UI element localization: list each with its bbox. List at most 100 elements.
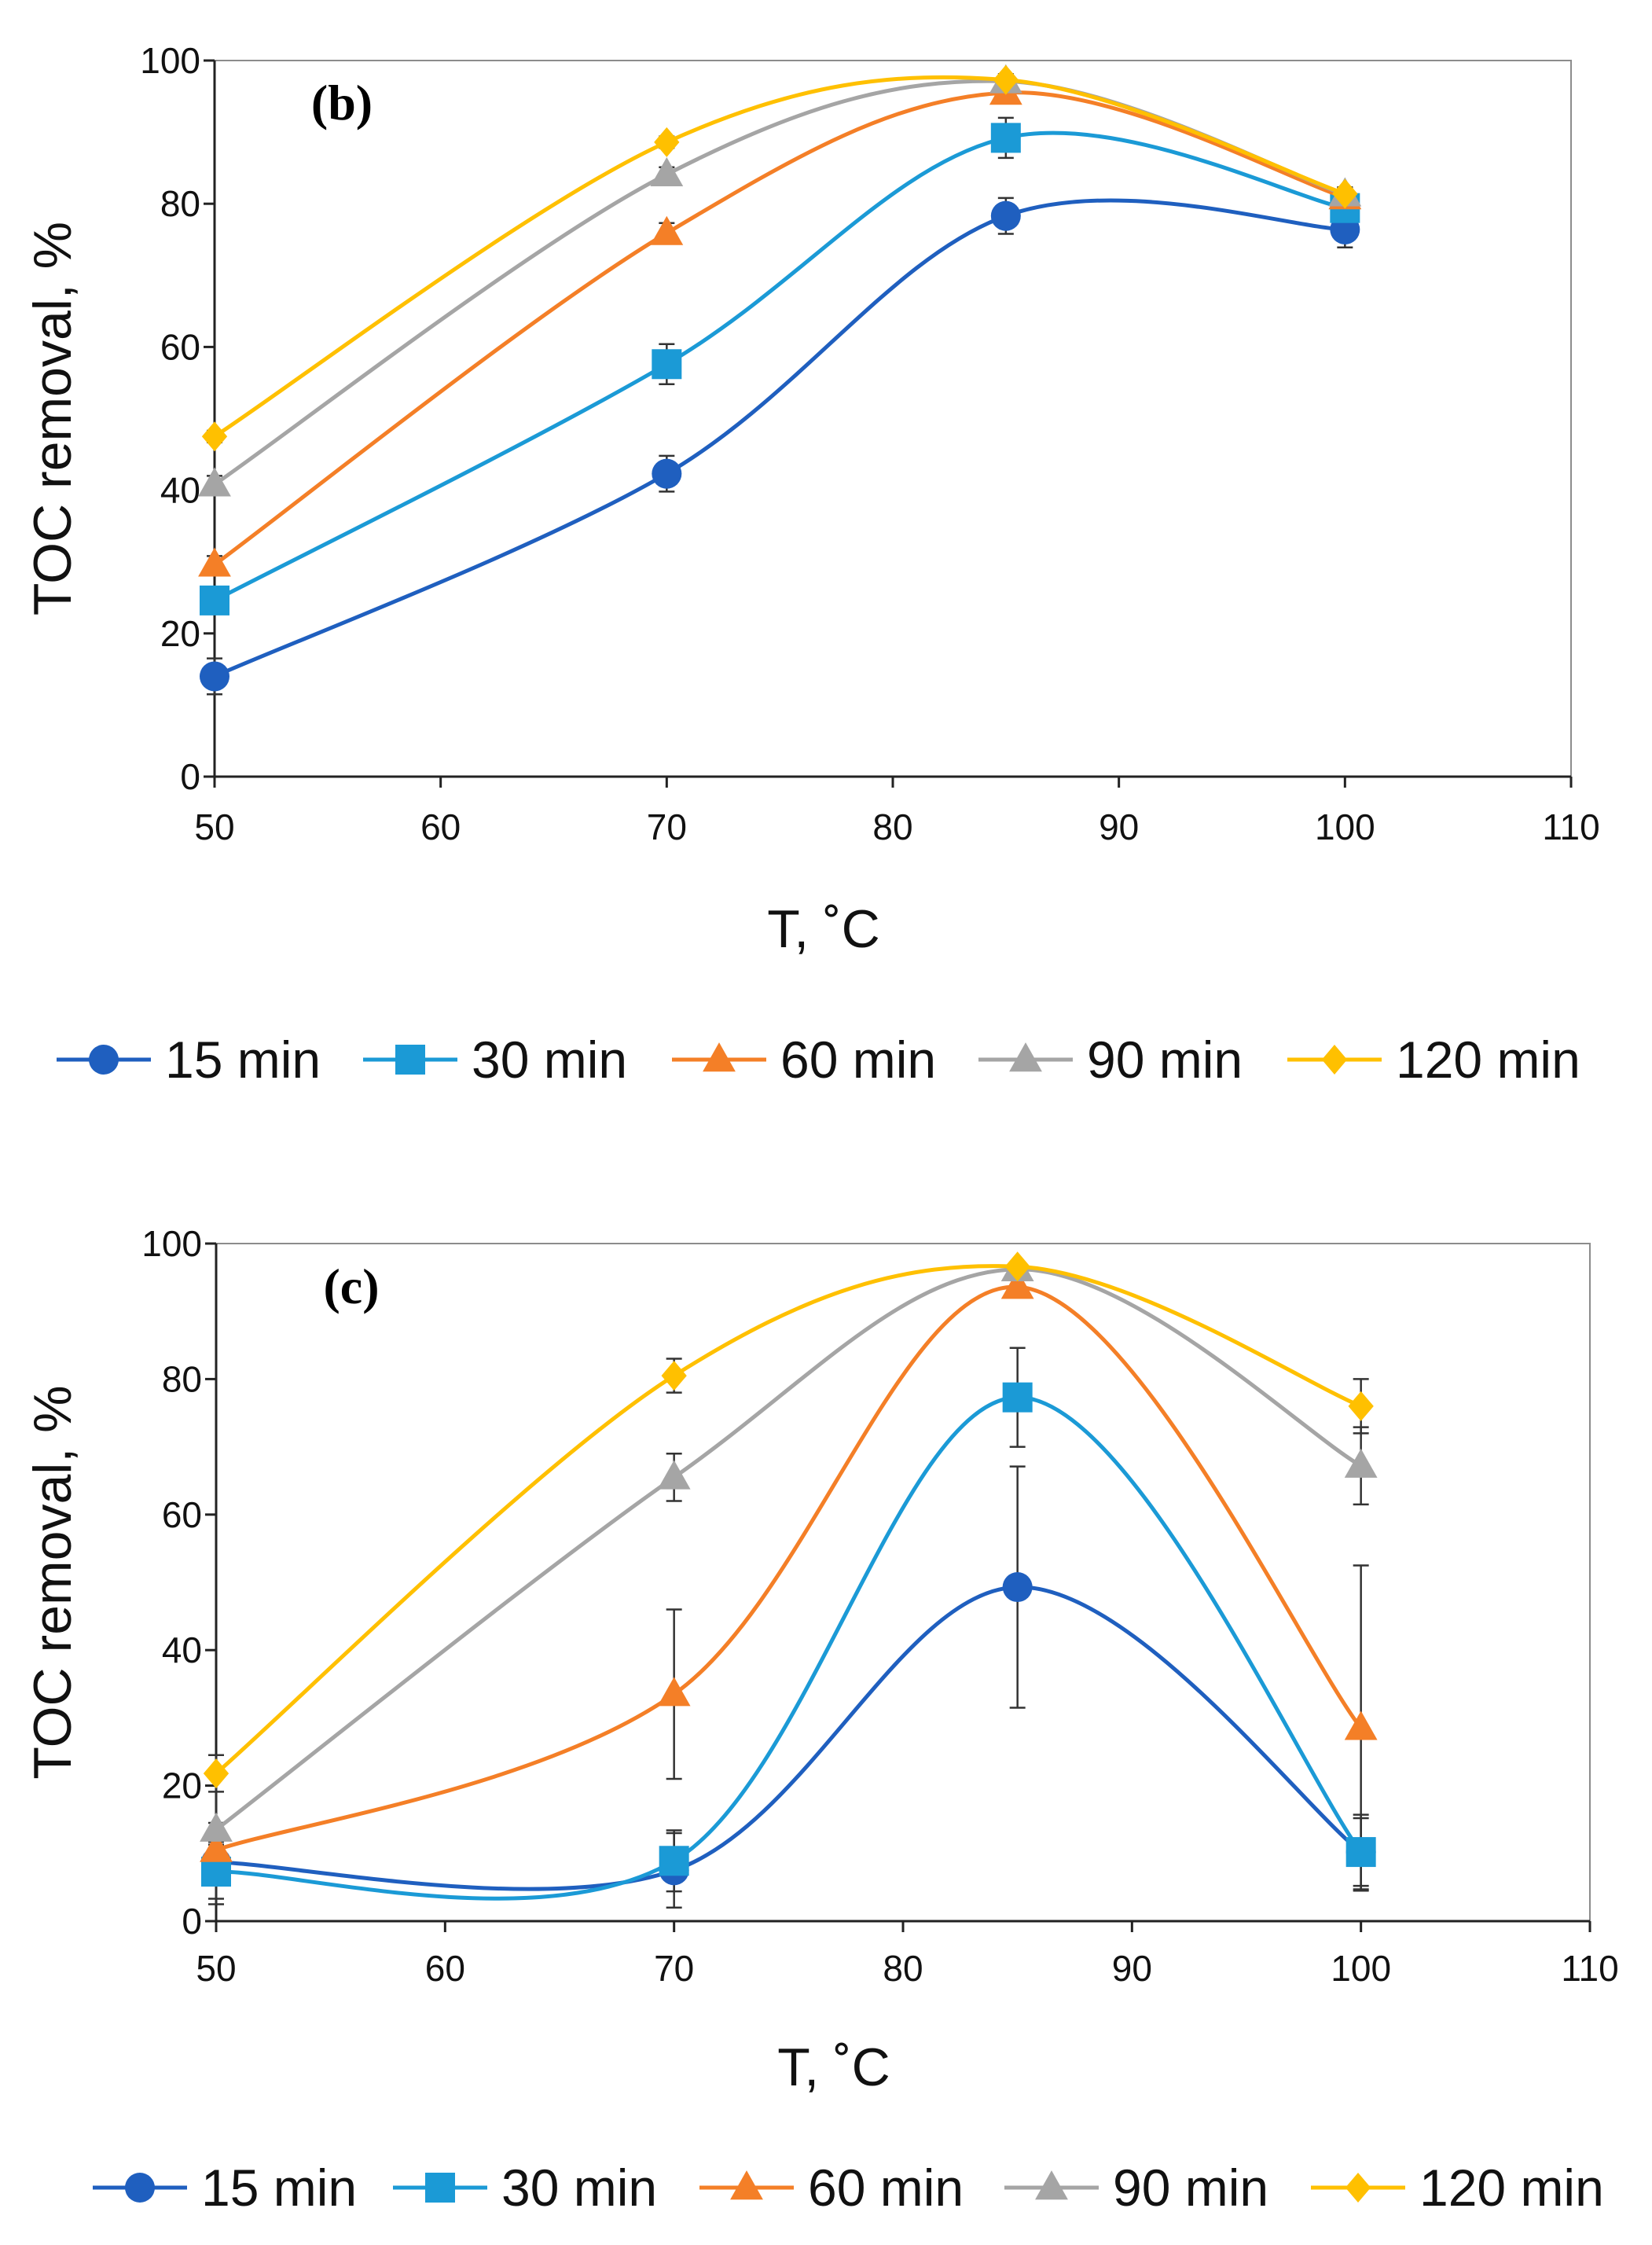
legend-item: 15 min [57,1031,321,1089]
data-point-square [659,1846,689,1876]
legend-marker-circle [125,2173,155,2203]
legend-label: 30 min [501,2159,657,2217]
error-bars-60-min [207,84,1353,575]
x-tick-label: 90 [1112,1948,1152,1989]
data-point-diamond [201,421,228,452]
x-axis-title: T, ˚C [767,899,880,959]
legend-marker-diamond [1321,1045,1348,1075]
x-axis-title: T, ˚C [777,2037,890,2097]
data-point-diamond [1332,178,1358,209]
data-point-diamond [661,1361,687,1391]
legend-label: 90 min [1113,2159,1268,2217]
legend-marker-triangle [1035,2170,1068,2200]
x-tick-label: 90 [1099,807,1139,847]
series-90-min [200,1251,1378,1842]
y-tick-label: 80 [160,183,200,224]
x-tick-label: 60 [420,807,461,847]
legend-0: 15 min 30 min 60 min 90 min 120 min [57,1031,1580,1089]
legend-item: 60 min [699,2159,964,2217]
series-line [215,1585,1363,1891]
legend-item: 30 min [393,2159,657,2217]
y-tick-label: 20 [162,1766,202,1806]
legend-marker-diamond [1345,2173,1371,2203]
y-tick-label: 40 [162,1630,202,1670]
series-line [215,1284,1363,1852]
chart-panel-0: 0 20 40 60 80 100 50 60 70 80 90 100 110 T, ˚C TOC rem… [23,40,1600,959]
data-point-triangle [1344,1448,1378,1478]
y-tick-label: 80 [162,1358,202,1399]
series-30-min [201,1382,1376,1901]
panel-label: (c) [323,1258,379,1314]
data-point-square [1002,1382,1033,1413]
data-point-diamond [654,127,680,157]
data-point-triangle [650,156,684,187]
series-line [215,1267,1362,1832]
data-point-triangle [200,1812,233,1842]
legend-marker-circle [89,1045,119,1075]
x-tick-label: 100 [1331,1948,1391,1989]
data-point-diamond [203,1758,229,1789]
y-tick-label: 0 [180,756,200,797]
data-point-triangle [657,1677,691,1707]
series-line [215,1264,1362,1775]
error-bars-15-min [207,197,1353,696]
series-60-min [200,1269,1378,1862]
legend-marker-triangle [703,1042,736,1072]
x-tick-label: 60 [425,1948,465,1989]
legend-marker-square [425,2173,455,2203]
data-point-square [652,349,682,380]
x-tick-label: 110 [1542,807,1599,847]
y-tick-label: 60 [160,326,200,367]
data-point-triangle [198,547,231,577]
x-tick-label: 110 [1561,1948,1618,1989]
legend-label: 120 min [1419,2159,1604,2217]
series-120-min [201,64,1358,452]
y-tick-label: 60 [162,1494,202,1535]
series-line [215,1395,1363,1901]
series-120-min [203,1251,1374,1789]
data-point-diamond [993,64,1019,95]
legend-1: 15 min 30 min 60 min 90 min 120 min [93,2159,1604,2217]
y-tick-label: 0 [182,1901,202,1942]
y-axis-title: TOC removal, % [23,222,83,615]
y-axis-title: TOC removal, % [23,1385,83,1779]
data-point-square [1345,1837,1376,1868]
y-tick-label: 40 [160,470,200,511]
x-tick-label: 70 [647,807,687,847]
legend-item: 90 min [1004,2159,1268,2217]
x-tick-label: 80 [872,807,912,847]
data-point-circle [652,458,682,489]
data-point-triangle [200,1832,233,1862]
legend-item: 90 min [978,1031,1243,1089]
x-tick-label: 100 [1315,807,1375,847]
data-point-circle [1002,1572,1033,1603]
data-point-circle [200,661,229,692]
legend-label: 15 min [201,2159,357,2217]
y-tick-label: 100 [141,1223,202,1264]
legend-item: 120 min [1287,1031,1580,1089]
chart-panel-1: 0 20 40 60 80 100 50 60 70 80 90 100 110 T, ˚C TOC rem… [23,1223,1619,2097]
x-tick-label: 50 [196,1948,236,1989]
series-15-min [201,1572,1376,1891]
data-point-triangle [1344,1710,1378,1740]
legend-label: 120 min [1396,1031,1580,1089]
y-tick-label: 20 [160,613,200,654]
legend-label: 90 min [1087,1031,1243,1089]
data-point-square [990,123,1021,153]
panel-label: (b) [311,75,373,130]
x-tick-label: 80 [883,1948,923,1989]
error-bars-60-min [208,1277,1369,1892]
plot-frame [214,60,1572,777]
series-15-min [200,198,1360,692]
data-point-triangle [198,467,231,497]
legend-label: 30 min [472,1031,627,1089]
x-tick-label: 70 [654,1948,694,1989]
y-tick-label: 100 [140,40,200,81]
error-bars-30-min [208,1347,1369,1900]
series-line [213,90,1346,567]
legend-item: 120 min [1311,2159,1604,2217]
data-point-triangle [650,215,684,245]
legend-label: 15 min [165,1031,321,1089]
data-point-triangle [1000,1269,1034,1299]
